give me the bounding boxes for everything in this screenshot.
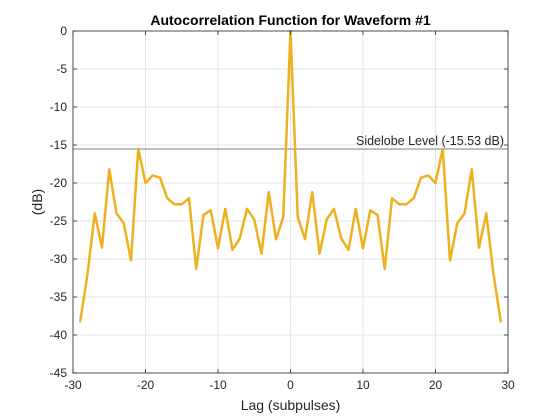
chart-title: Autocorrelation Function for Waveform #1 xyxy=(150,12,430,28)
y-axis-label: (dB) xyxy=(29,189,45,215)
y-tick-label: -5 xyxy=(56,62,67,76)
y-tick-label: -20 xyxy=(50,176,68,190)
ticks: -30 -20 -10 0 10 20 30 0 -5 -10 -15 -20 -25 -30 -35 -40… xyxy=(50,24,515,392)
y-tick-label: -30 xyxy=(50,252,68,266)
y-tick-label: -15 xyxy=(50,138,68,152)
y-tick-label: -45 xyxy=(50,366,68,380)
y-tick-label: -35 xyxy=(50,290,68,304)
x-tick-label: -10 xyxy=(209,378,227,392)
x-tick-label: 10 xyxy=(356,378,370,392)
sidelobe-level-label: Sidelobe Level (-15.53 dB) xyxy=(356,134,504,148)
x-tick-label: -20 xyxy=(137,378,155,392)
y-tick-label: 0 xyxy=(60,24,67,38)
x-tick-label: -30 xyxy=(64,378,82,392)
y-tick-label: -25 xyxy=(50,214,68,228)
x-axis-label: Lag (subpulses) xyxy=(241,397,341,413)
y-tick-label: -40 xyxy=(50,328,68,342)
x-tick-label: 30 xyxy=(501,378,515,392)
y-tick-label: -10 xyxy=(50,100,68,114)
x-tick-label: 20 xyxy=(429,378,443,392)
x-tick-label: 0 xyxy=(287,378,294,392)
